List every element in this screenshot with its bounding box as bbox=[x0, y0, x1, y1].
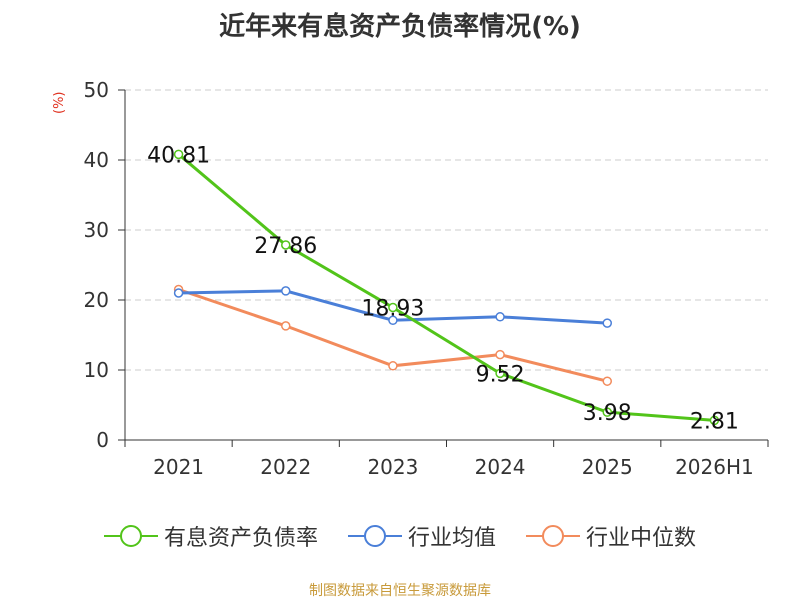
legend-label: 行业中位数 bbox=[586, 526, 697, 551]
y-tick-label: 20 bbox=[84, 288, 109, 312]
legend-swatch-icon bbox=[347, 525, 402, 547]
data-labels: 40.81 27.86 18.93 9.52 3.98 2.81 bbox=[147, 143, 739, 434]
data-source-note: 制图数据来自恒生聚源数据库 bbox=[309, 583, 491, 599]
data-point bbox=[602, 376, 612, 386]
legend-item-industry-mean[interactable]: 行业均值 bbox=[347, 520, 496, 552]
x-tick-label: 2021 bbox=[153, 455, 204, 479]
series-lines bbox=[173, 149, 720, 426]
data-label: 3.98 bbox=[583, 401, 632, 426]
y-tick-label: 0 bbox=[96, 428, 109, 452]
data-point bbox=[173, 149, 184, 160]
y-tick-label: 40 bbox=[84, 148, 109, 172]
x-tick-label: 2025 bbox=[582, 455, 633, 479]
chart-title: 近年来有息资产负债率情况(%) bbox=[219, 12, 581, 42]
y-tick-label: 10 bbox=[84, 358, 109, 382]
data-point bbox=[495, 368, 505, 379]
data-label: 40.81 bbox=[147, 143, 210, 168]
axes: 0 10 20 30 40 50 2021 2022 2023 2024 2025 2026H1 bbox=[84, 78, 769, 479]
data-point bbox=[495, 349, 505, 360]
gridlines bbox=[125, 89, 768, 371]
legend-swatch-icon bbox=[103, 525, 158, 547]
data-label: 2.81 bbox=[690, 409, 739, 434]
x-tick-label: 2024 bbox=[475, 455, 526, 479]
legend-label: 行业均值 bbox=[407, 526, 496, 551]
data-point bbox=[173, 288, 184, 298]
legend-item-interest-debt-ratio[interactable]: 有息资产负债率 bbox=[103, 520, 318, 552]
data-label: 18.93 bbox=[361, 296, 424, 321]
data-point bbox=[709, 415, 720, 426]
data-label: 27.86 bbox=[254, 234, 317, 259]
legend-label: 有息资产负债率 bbox=[163, 526, 318, 551]
data-point bbox=[281, 286, 291, 296]
data-point bbox=[388, 315, 398, 326]
y-tick-label: 50 bbox=[84, 78, 109, 102]
legend-swatch-icon bbox=[526, 525, 580, 547]
x-tick-label: 2026H1 bbox=[675, 455, 754, 479]
data-point bbox=[281, 240, 291, 250]
legend-item-industry-median[interactable]: 行业中位数 bbox=[526, 520, 696, 552]
series-line bbox=[177, 153, 715, 422]
y-tick-label: 30 bbox=[84, 218, 109, 242]
data-point bbox=[495, 312, 505, 322]
data-point bbox=[388, 302, 398, 313]
x-tick-label: 2023 bbox=[367, 455, 418, 479]
data-point bbox=[281, 321, 291, 331]
legend: 有息资产负债率 行业均值 行业中位数 bbox=[0, 520, 800, 552]
data-point bbox=[602, 318, 612, 328]
data-label: 9.52 bbox=[476, 362, 525, 387]
x-tick-label: 2022 bbox=[260, 455, 311, 479]
data-point bbox=[602, 407, 612, 417]
data-point bbox=[388, 361, 398, 371]
